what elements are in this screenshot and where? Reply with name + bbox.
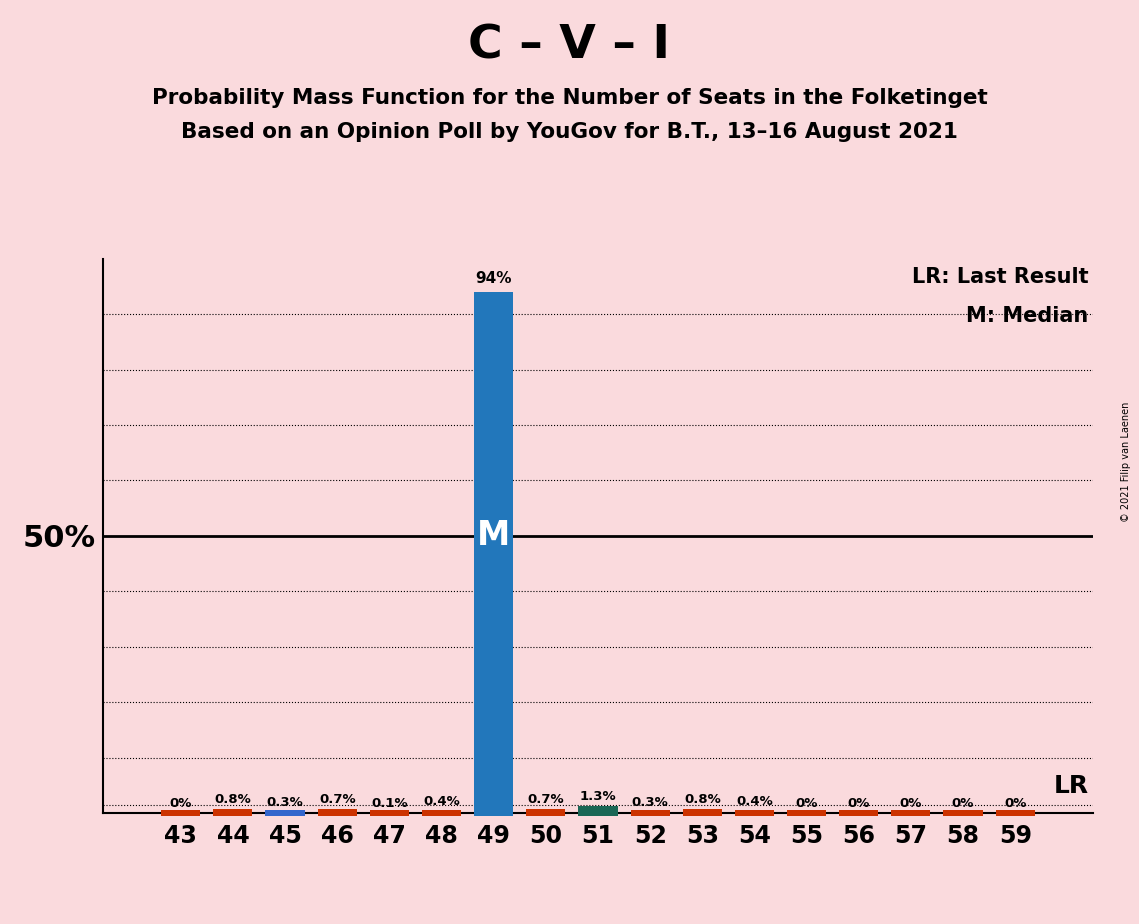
Bar <box>526 809 565 817</box>
Bar <box>318 809 357 813</box>
Bar <box>735 809 775 817</box>
Text: 0.4%: 0.4% <box>736 796 773 808</box>
Text: 1.3%: 1.3% <box>580 790 616 803</box>
Bar <box>474 809 514 817</box>
Bar <box>787 809 826 817</box>
Text: Based on an Opinion Poll by YouGov for B.T., 13–16 August 2021: Based on an Opinion Poll by YouGov for B… <box>181 122 958 142</box>
Text: 0.3%: 0.3% <box>267 796 303 808</box>
Text: 0%: 0% <box>900 797 923 810</box>
Text: Probability Mass Function for the Number of Seats in the Folketinget: Probability Mass Function for the Number… <box>151 88 988 108</box>
Bar <box>421 811 461 813</box>
Bar <box>735 811 775 813</box>
Text: © 2021 Filip van Laenen: © 2021 Filip van Laenen <box>1121 402 1131 522</box>
Text: 0.3%: 0.3% <box>632 796 669 808</box>
Bar <box>995 809 1034 817</box>
Text: C – V – I: C – V – I <box>468 23 671 68</box>
Text: LR: Last Result: LR: Last Result <box>912 267 1089 287</box>
Text: 0.4%: 0.4% <box>423 796 460 808</box>
Text: 0.7%: 0.7% <box>319 794 355 807</box>
Bar <box>526 809 565 813</box>
Text: LR: LR <box>1054 773 1089 797</box>
Bar <box>265 809 304 817</box>
Bar <box>318 809 357 817</box>
Bar <box>421 809 461 817</box>
Bar <box>892 809 931 817</box>
Bar <box>265 811 304 813</box>
Bar <box>579 809 617 817</box>
Bar <box>213 808 253 813</box>
Text: 0%: 0% <box>170 797 192 810</box>
Bar <box>579 806 617 813</box>
Text: 0.8%: 0.8% <box>214 793 252 806</box>
Text: 94%: 94% <box>475 272 511 286</box>
Text: 0.7%: 0.7% <box>527 794 564 807</box>
Text: 0.8%: 0.8% <box>683 793 721 806</box>
Bar <box>631 811 670 813</box>
Text: 0%: 0% <box>952 797 974 810</box>
Text: 0.1%: 0.1% <box>371 796 408 809</box>
Text: 0%: 0% <box>1003 797 1026 810</box>
Bar <box>943 809 983 817</box>
Bar <box>370 809 409 817</box>
Text: 0%: 0% <box>847 797 870 810</box>
Bar <box>213 809 253 817</box>
Bar <box>682 809 722 817</box>
Text: M: Median: M: Median <box>966 306 1089 326</box>
Bar <box>839 809 878 817</box>
Bar <box>162 809 200 817</box>
Bar <box>682 808 722 813</box>
Text: M: M <box>477 519 510 553</box>
Bar <box>631 809 670 817</box>
Text: 0%: 0% <box>795 797 818 810</box>
Bar <box>474 292 514 813</box>
